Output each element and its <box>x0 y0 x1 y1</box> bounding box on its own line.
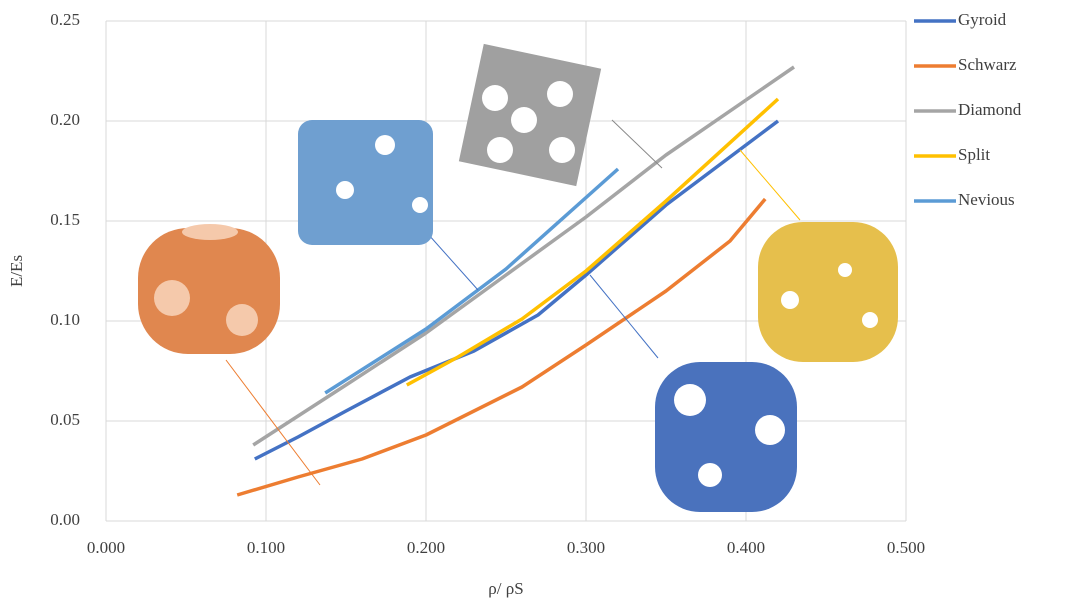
x-tick-label: 0.300 <box>567 538 605 557</box>
legend-label: Nevious <box>958 190 1015 209</box>
legend: Gyroid Schwarz Diamond Split Nevious <box>914 10 1022 209</box>
series-line <box>324 167 620 395</box>
x-tick-label: 0.400 <box>727 538 765 557</box>
series-line <box>405 97 780 387</box>
y-tick-label: 0.10 <box>50 310 80 329</box>
series-line <box>254 119 780 461</box>
series-line <box>236 197 767 497</box>
leader-line <box>225 359 321 486</box>
legend-label: Gyroid <box>958 10 1007 29</box>
x-tick-label: 0.000 <box>87 538 125 557</box>
leader-line <box>739 149 801 221</box>
y-axis-label: E/Es <box>7 255 26 287</box>
x-tick-label: 0.100 <box>247 538 285 557</box>
y-tick-label: 0.25 <box>50 10 80 29</box>
y-tick-label: 0.00 <box>50 510 80 529</box>
split-image <box>758 222 898 362</box>
diamond-image <box>458 43 602 187</box>
nevious-image <box>298 120 433 245</box>
gyroid-image <box>655 362 797 512</box>
leader-line <box>427 233 479 291</box>
y-tick-label: 0.05 <box>50 410 80 429</box>
series-line <box>252 65 795 447</box>
leader-line <box>611 119 663 169</box>
x-tick-label: 0.200 <box>407 538 445 557</box>
y-tick-label: 0.20 <box>50 110 80 129</box>
illustrations <box>138 43 898 512</box>
legend-label: Split <box>958 145 990 164</box>
y-tick-label: 0.15 <box>50 210 80 229</box>
leader-line <box>589 274 659 359</box>
schwarz-image <box>138 224 280 354</box>
legend-label: Schwarz <box>958 55 1017 74</box>
legend-label: Diamond <box>958 100 1022 119</box>
x-tick-label: 0.500 <box>887 538 925 557</box>
x-axis-label: ρ/ ρS <box>488 579 523 598</box>
